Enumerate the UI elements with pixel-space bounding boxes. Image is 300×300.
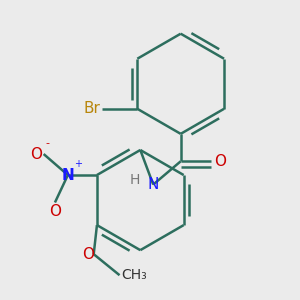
Text: +: +	[74, 159, 82, 169]
Text: O: O	[82, 247, 94, 262]
Text: CH₃: CH₃	[121, 268, 147, 282]
Text: N: N	[148, 177, 159, 192]
Text: N: N	[61, 167, 74, 182]
Text: O: O	[30, 146, 42, 161]
Text: H: H	[129, 173, 140, 188]
Text: -: -	[45, 138, 49, 148]
Text: O: O	[214, 154, 226, 169]
Text: Br: Br	[83, 101, 100, 116]
Text: O: O	[49, 204, 61, 219]
